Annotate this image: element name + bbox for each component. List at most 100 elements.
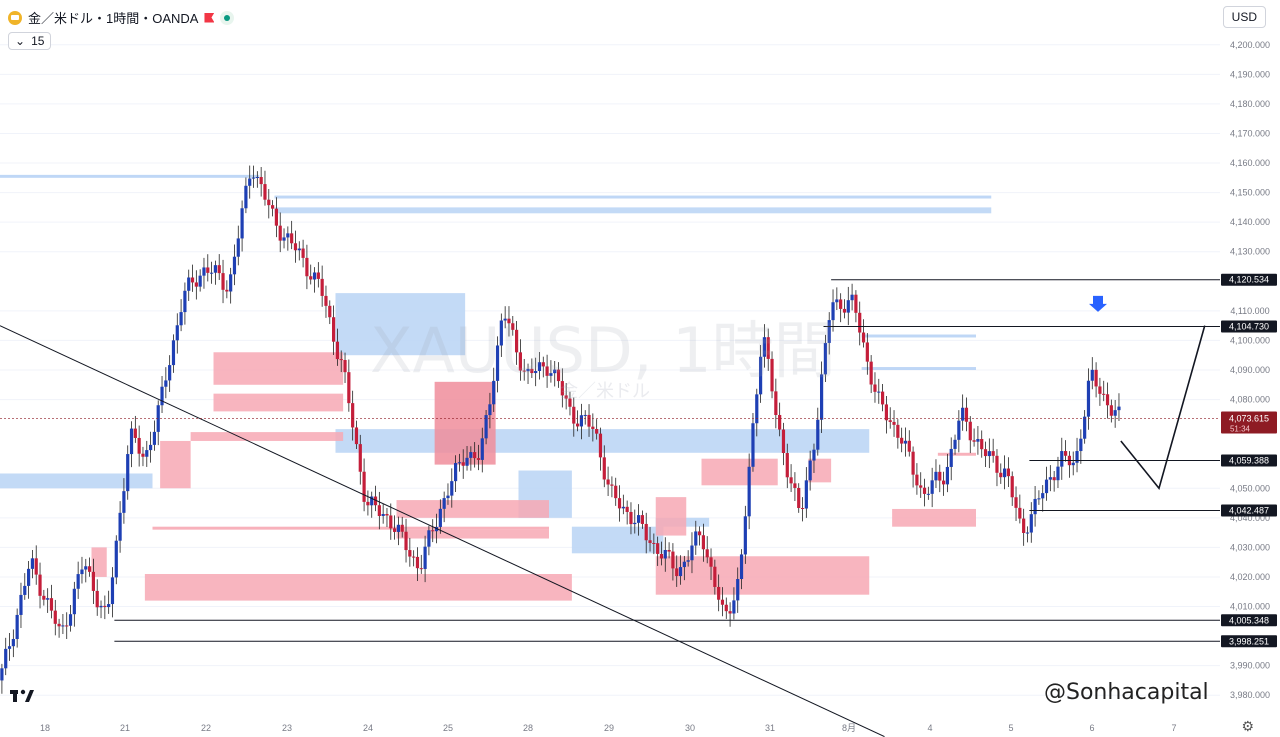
- candle-body: [312, 272, 317, 280]
- candle-body: [168, 365, 172, 381]
- candle-body: [213, 265, 218, 273]
- settings-gear-icon[interactable]: ⚙: [1241, 718, 1254, 734]
- time-tick-label: 7: [1171, 723, 1176, 733]
- candle-body: [236, 238, 240, 257]
- candle-body: [488, 404, 492, 416]
- candle-body: [255, 177, 259, 179]
- candle-body: [858, 312, 862, 333]
- candle-body: [446, 495, 450, 499]
- candle-body: [961, 407, 965, 421]
- candle-body: [808, 460, 812, 481]
- price-tick-label: 4,140.000: [1230, 217, 1270, 227]
- candle-body: [720, 599, 725, 605]
- price-level-label: 4,042.487: [1229, 505, 1269, 515]
- candle-body: [290, 233, 294, 244]
- candle-body: [328, 305, 332, 318]
- candle-body: [873, 384, 877, 392]
- candle-body: [1006, 468, 1011, 477]
- candle-body: [76, 574, 80, 589]
- candle-body: [423, 546, 427, 569]
- flag-icon[interactable]: [204, 12, 215, 23]
- supply-zone: [335, 429, 793, 453]
- candle-body: [68, 614, 73, 626]
- candle-body: [572, 406, 576, 424]
- candle-body: [625, 506, 629, 512]
- price-tick-label: 4,050.000: [1230, 483, 1270, 493]
- candle-body: [351, 403, 355, 428]
- candle-body: [762, 337, 767, 357]
- currency-button[interactable]: USD: [1222, 6, 1266, 28]
- candle-body: [640, 515, 645, 524]
- candle-body: [267, 199, 271, 206]
- candle-body: [957, 420, 961, 440]
- candle-body: [324, 295, 328, 306]
- time-tick-label: 25: [443, 723, 453, 733]
- candle-body: [1048, 477, 1052, 480]
- candle-body: [396, 524, 401, 532]
- price-tick-label: 4,100.000: [1230, 335, 1270, 345]
- candle-body: [545, 366, 549, 376]
- price-level-label: 3,998.251: [1229, 636, 1269, 646]
- candle-body: [789, 477, 793, 484]
- candle-body: [892, 421, 896, 425]
- candle-body: [678, 567, 683, 577]
- candle-body: [1033, 498, 1037, 515]
- candle-body: [766, 337, 770, 359]
- candle-body: [518, 352, 523, 371]
- candle-body: [770, 358, 774, 392]
- candle-body: [495, 345, 500, 381]
- candle-body: [107, 604, 111, 608]
- interval-dropdown[interactable]: ⌄ 15: [8, 32, 52, 50]
- candle-body: [65, 625, 69, 627]
- candle-body: [823, 342, 828, 375]
- candle-body: [934, 471, 938, 481]
- candle-body: [293, 243, 298, 251]
- price-tick-label: 3,990.000: [1230, 661, 1270, 671]
- symbol-title[interactable]: 金／米ドル・1時間・OANDA: [28, 11, 199, 26]
- candle-body: [457, 462, 462, 464]
- candle-body: [320, 278, 324, 296]
- candle-body: [827, 320, 831, 343]
- candle-body: [1109, 405, 1113, 416]
- candle-body: [922, 487, 927, 494]
- demand-zone: [213, 393, 344, 412]
- time-axis[interactable]: 18 21 22 23 24 25 28 29 30 31 8月 4 5 6 7: [40, 723, 1177, 733]
- price-axis[interactable]: 3,980.000 3,990.000 4,010.000 4,020.000 4,03…: [1221, 40, 1277, 700]
- candle-body: [377, 505, 381, 517]
- candle-body: [19, 594, 23, 615]
- candle-body: [354, 427, 359, 445]
- candle-body: [175, 325, 179, 341]
- candle-body: [701, 535, 706, 550]
- candle-body: [217, 265, 221, 274]
- candle-body: [778, 414, 782, 430]
- candle-body: [652, 542, 656, 544]
- candle-body: [633, 522, 637, 525]
- candle-body: [465, 457, 469, 466]
- candle-body: [160, 386, 164, 406]
- candle-body: [884, 404, 889, 421]
- candle-body: [137, 437, 141, 454]
- candle-body: [331, 317, 336, 342]
- candle-body: [816, 419, 820, 450]
- candle-body: [579, 415, 584, 427]
- candle-body: [122, 491, 126, 513]
- candle-body: [373, 496, 378, 506]
- candle-body: [309, 276, 313, 280]
- candle-body: [1090, 369, 1094, 381]
- candle-body: [682, 561, 686, 568]
- candle-body: [38, 574, 42, 596]
- candle-body: [648, 540, 652, 543]
- candle-body: [564, 395, 568, 399]
- candle-body: [46, 598, 50, 600]
- candle-body: [919, 485, 923, 488]
- candle-body: [526, 368, 530, 372]
- time-tick-label: 31: [765, 723, 775, 733]
- candle-body: [724, 604, 728, 612]
- candle-body: [23, 585, 27, 595]
- candle-body: [587, 414, 591, 427]
- candle-body: [846, 300, 850, 313]
- candle-body: [945, 466, 950, 485]
- candle-body: [49, 598, 54, 611]
- candle-body: [591, 426, 595, 429]
